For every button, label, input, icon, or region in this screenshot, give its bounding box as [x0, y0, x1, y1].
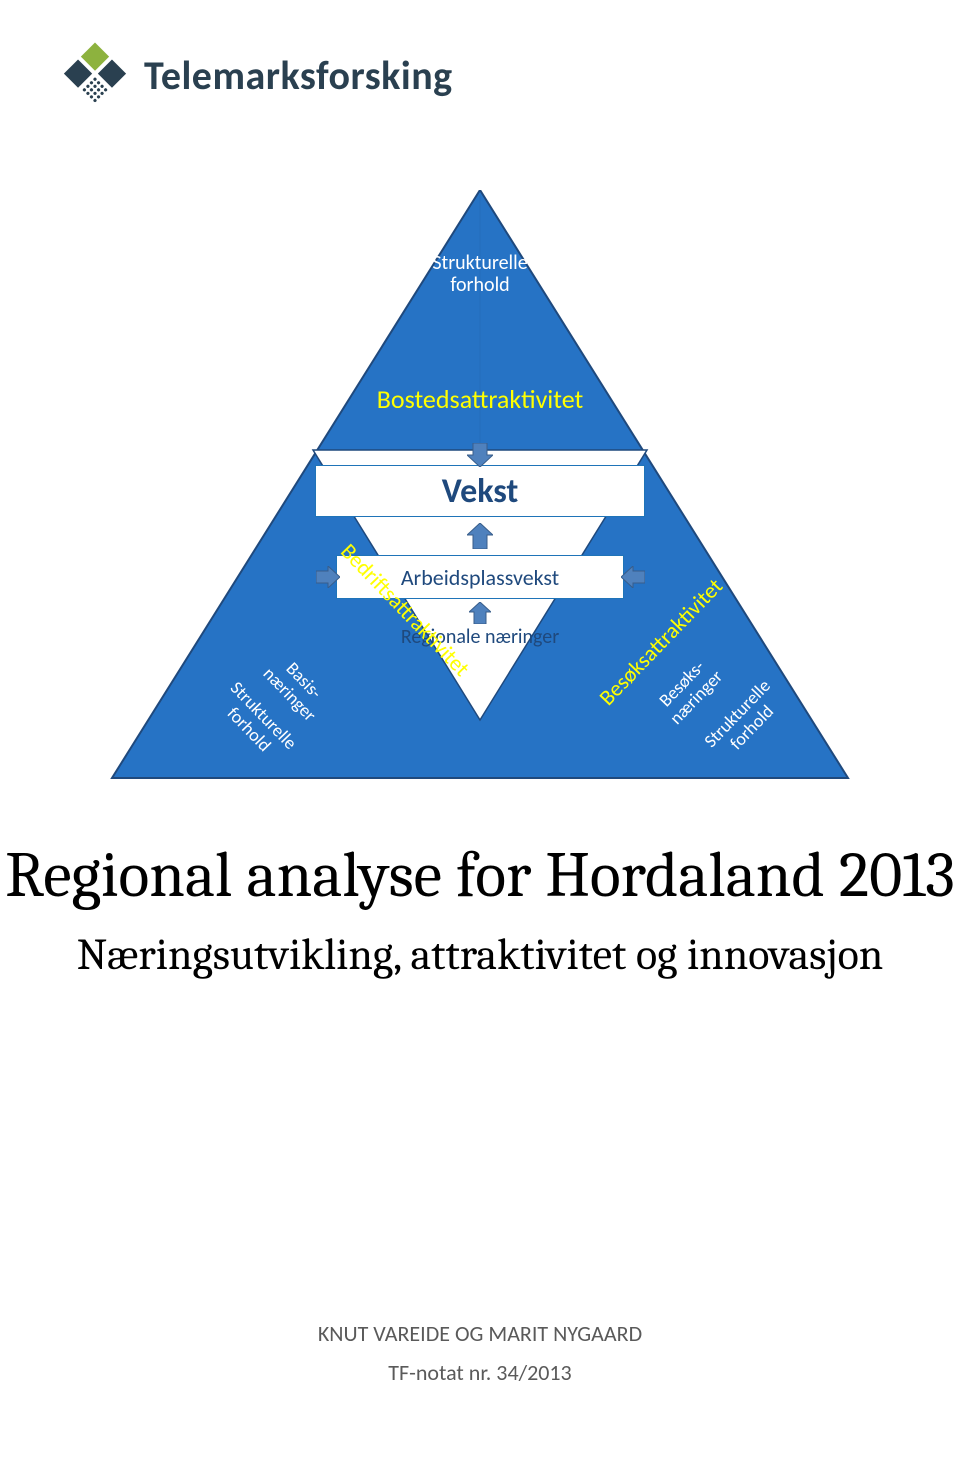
- logo-text: Telemarksforsking: [144, 51, 453, 100]
- triangle-diagram: Strukturelle forhold Bostedsattraktivite…: [100, 190, 860, 790]
- arrow-down-icon: [467, 443, 493, 472]
- arrow-right-icon: [316, 566, 340, 593]
- logo-icon: [60, 40, 130, 110]
- arrow-left-icon: [621, 566, 645, 593]
- vekst-banner: Vekst: [315, 465, 645, 517]
- main-title: Regional analyse for Hordaland 2013: [0, 840, 960, 912]
- note-line: TF-notat nr. 34/2013: [0, 1359, 960, 1386]
- footer: KNUT VAREIDE OG MARIT NYGAARD TF-notat n…: [0, 1320, 960, 1386]
- authors-line: KNUT VAREIDE OG MARIT NYGAARD: [0, 1320, 960, 1347]
- top-structural-label: Strukturelle forhold: [432, 252, 527, 296]
- title-block: Regional analyse for Hordaland 2013 Næri…: [0, 840, 960, 980]
- bosted-label: Bostedsattraktivitet: [377, 385, 583, 414]
- logo: Telemarksforsking: [60, 40, 453, 110]
- subtitle: Næringsutvikling, attraktivitet og innov…: [0, 930, 960, 981]
- arrow-up-icon: [467, 523, 493, 554]
